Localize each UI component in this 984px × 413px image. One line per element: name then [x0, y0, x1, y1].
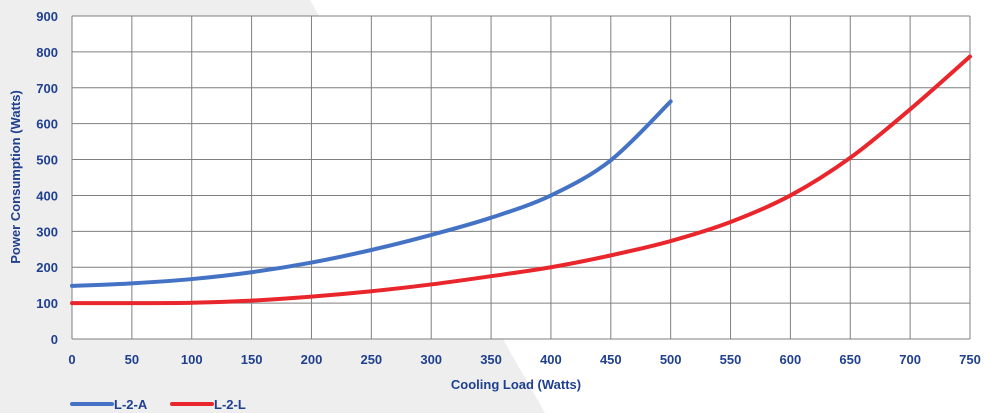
x-tick-label: 700: [899, 352, 921, 367]
x-tick-label: 400: [540, 352, 562, 367]
series-lines: [70, 54, 972, 306]
y-tick-label: 900: [36, 9, 58, 24]
legend-label-l-2-l: L-2-L: [214, 397, 246, 412]
series-line-l-2-l: [70, 54, 972, 306]
series-line-l-2-a: [70, 99, 673, 288]
x-tick-label: 150: [241, 352, 263, 367]
y-axis-title: Power Consumption (Watts): [8, 90, 23, 264]
y-tick-label: 200: [36, 260, 58, 275]
y-tick-label: 800: [36, 45, 58, 60]
grid: [71, 15, 971, 340]
x-tick-label: 550: [720, 352, 742, 367]
x-tick-label: 100: [181, 352, 203, 367]
x-tick-label: 500: [660, 352, 682, 367]
y-tick-label: 400: [36, 188, 58, 203]
plot-area: [72, 16, 970, 339]
x-tick-label: 250: [360, 352, 382, 367]
x-tick-label: 650: [839, 352, 861, 367]
y-tick-labels: 0 100 200 300 400 500 600 700 800 900: [36, 9, 58, 347]
y-tick-label: 0: [51, 332, 58, 347]
y-tick-label: 300: [36, 224, 58, 239]
y-tick-label: 500: [36, 153, 58, 168]
x-tick-label: 450: [600, 352, 622, 367]
y-tick-label: 700: [36, 81, 58, 96]
y-tick-label: 600: [36, 117, 58, 132]
x-tick-label: 50: [125, 352, 139, 367]
x-tick-label: 750: [959, 352, 981, 367]
x-axis-title: Cooling Load (Watts): [451, 377, 581, 392]
x-tick-labels: 0 50 100 150 200 250 300 350 400 450 500 550 600 650 7…: [68, 352, 980, 367]
x-tick-label: 350: [480, 352, 502, 367]
legend: L-2-A L-2-L: [70, 397, 246, 412]
y-tick-label: 100: [36, 296, 58, 311]
legend-label-l-2-a: L-2-A: [114, 397, 148, 412]
x-tick-label: 600: [780, 352, 802, 367]
x-tick-label: 300: [420, 352, 442, 367]
x-tick-label: 0: [68, 352, 75, 367]
x-tick-label: 200: [301, 352, 323, 367]
